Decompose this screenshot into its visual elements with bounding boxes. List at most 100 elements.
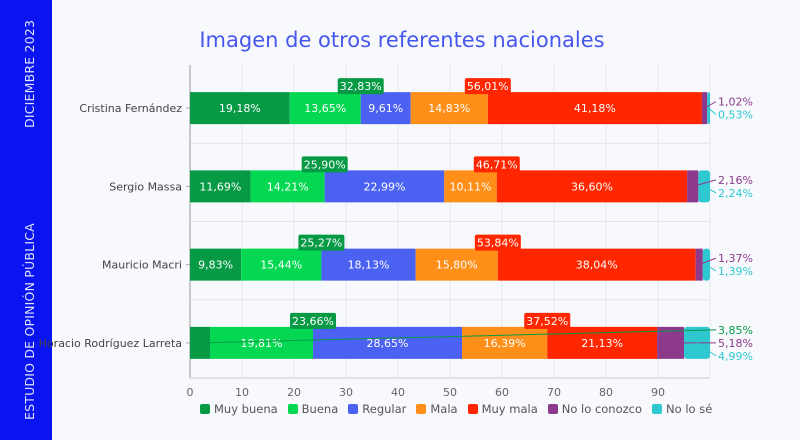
label-leader-line: [706, 264, 717, 272]
negative-total-label: 53,84%: [477, 237, 519, 250]
data-label: 15,44%: [260, 259, 302, 272]
bar-segment-muy-mala: [497, 248, 696, 281]
x-tick-label: 0: [187, 386, 194, 399]
x-tick-label: 20: [287, 386, 301, 399]
bar-segment-buena: [210, 326, 314, 359]
legend-swatch: [652, 404, 663, 414]
legend-label: Muy mala: [481, 402, 538, 416]
data-label: 4,99%: [718, 350, 753, 363]
data-label: 38,04%: [576, 259, 618, 272]
legend-item[interactable]: Buena: [287, 402, 339, 416]
legend-label: No lo conozco: [561, 402, 643, 416]
data-label: 11,69%: [199, 180, 241, 193]
bar-segment-muy-buena: [190, 170, 251, 203]
bar-segment-regular: [321, 248, 416, 281]
legend-label: Mala: [430, 402, 458, 416]
positive-total-badge: [290, 312, 337, 329]
data-label: 19,18%: [219, 102, 261, 115]
bar-segment-mala: [415, 248, 498, 281]
x-tick-label: 90: [651, 386, 665, 399]
data-label: 9,83%: [198, 259, 233, 272]
legend-label: No lo sé: [666, 402, 713, 416]
data-label: 41,18%: [574, 102, 616, 115]
x-tick-label: 70: [547, 386, 561, 399]
chart-legend: Muy buena Buena Regular Mala Muy mala No lo c…: [200, 402, 712, 416]
bar-segment-muy-buena: [190, 92, 290, 125]
positive-total-label: 32,83%: [340, 80, 382, 93]
label-leader-line: [699, 257, 717, 266]
legend-item[interactable]: Mala: [416, 402, 458, 416]
bar-segment-muy-mala: [487, 92, 702, 125]
bar-segment-mala: [462, 326, 548, 359]
x-tick-label: 50: [443, 386, 457, 399]
data-label: 21,13%: [581, 337, 623, 350]
bar-segment-buena: [241, 248, 322, 281]
data-label: 1,37%: [718, 252, 753, 265]
sidebar-band: DICIEMBRE 2023 ESTUDIO DE OPINIÓN PÚBLIC…: [0, 0, 52, 440]
x-tick-label: 40: [391, 386, 405, 399]
data-label: 16,39%: [484, 337, 526, 350]
data-label: 36,60%: [571, 180, 613, 193]
data-label: 15,80%: [436, 259, 478, 272]
data-label: 14,83%: [428, 102, 470, 115]
data-label: 2,16%: [718, 174, 753, 187]
data-label: 14,21%: [267, 180, 309, 193]
positive-total-label: 25,90%: [304, 158, 346, 171]
bar-segment-mala: [444, 170, 497, 203]
data-label: 0,53%: [718, 109, 753, 122]
x-tick-label: 60: [495, 386, 509, 399]
legend-swatch: [200, 404, 210, 414]
bar-segment-muy-mala: [496, 170, 688, 203]
legend-item[interactable]: Regular: [348, 402, 406, 416]
legend-item[interactable]: Muy mala: [467, 402, 538, 416]
legend-label: Buena: [301, 402, 339, 416]
bar-segment-no-lo-conozco: [687, 170, 699, 203]
negative-total-badge: [464, 78, 511, 95]
category-label: Cristina Fernández: [79, 102, 182, 115]
category-label: Horacio Rodríguez Larreta: [39, 337, 182, 350]
data-label: 22,99%: [363, 180, 405, 193]
negative-total-label: 56,01%: [467, 80, 509, 93]
bar-segment-buena: [250, 170, 325, 203]
negative-total-label: 37,52%: [526, 315, 568, 328]
legend-swatch: [467, 404, 478, 414]
label-leader-line: [704, 101, 717, 109]
legend-item[interactable]: Muy buena: [200, 402, 278, 416]
legend-label: Muy buena: [214, 402, 278, 416]
positive-total-badge: [337, 78, 384, 95]
data-label: 28,65%: [367, 337, 409, 350]
x-tick-label: 80: [599, 386, 613, 399]
bar-segment-regular: [360, 92, 411, 125]
chart-title: Imagen de otros referentes nacionales: [199, 28, 605, 52]
data-label: 1,02%: [718, 96, 753, 109]
data-label: 13,65%: [304, 102, 346, 115]
x-tick-label: 10: [235, 386, 249, 399]
negative-total-label: 46,71%: [476, 158, 518, 171]
data-label: 10,11%: [450, 180, 492, 193]
legend-item[interactable]: No lo sé: [652, 402, 712, 416]
data-label: 19,81%: [241, 337, 283, 350]
label-leader-line: [703, 185, 717, 194]
bar-segment-buena: [289, 92, 361, 125]
data-label: 3,85%: [718, 324, 753, 337]
label-leader-line: [696, 342, 717, 357]
negative-total-badge: [524, 312, 571, 329]
positive-total-label: 25,27%: [300, 237, 342, 250]
bar-segment-muy-buena: [190, 248, 242, 281]
data-label: 5,18%: [718, 337, 753, 350]
bar-segment-regular: [313, 326, 463, 359]
label-leader-line: [199, 329, 717, 344]
legend-swatch: [348, 404, 359, 414]
legend-swatch: [287, 404, 298, 414]
category-label: Sergio Massa: [109, 180, 182, 193]
positive-total-badge: [298, 234, 345, 251]
data-label: 1,39%: [718, 265, 753, 278]
category-label: Mauricio Macri: [102, 259, 182, 272]
bar-segment-regular: [324, 170, 445, 203]
positive-total-badge: [301, 156, 348, 173]
negative-total-badge: [474, 234, 521, 251]
legend-item[interactable]: No lo conozco: [547, 402, 643, 416]
x-tick-label: 30: [339, 386, 353, 399]
data-label: 9,61%: [368, 102, 403, 115]
